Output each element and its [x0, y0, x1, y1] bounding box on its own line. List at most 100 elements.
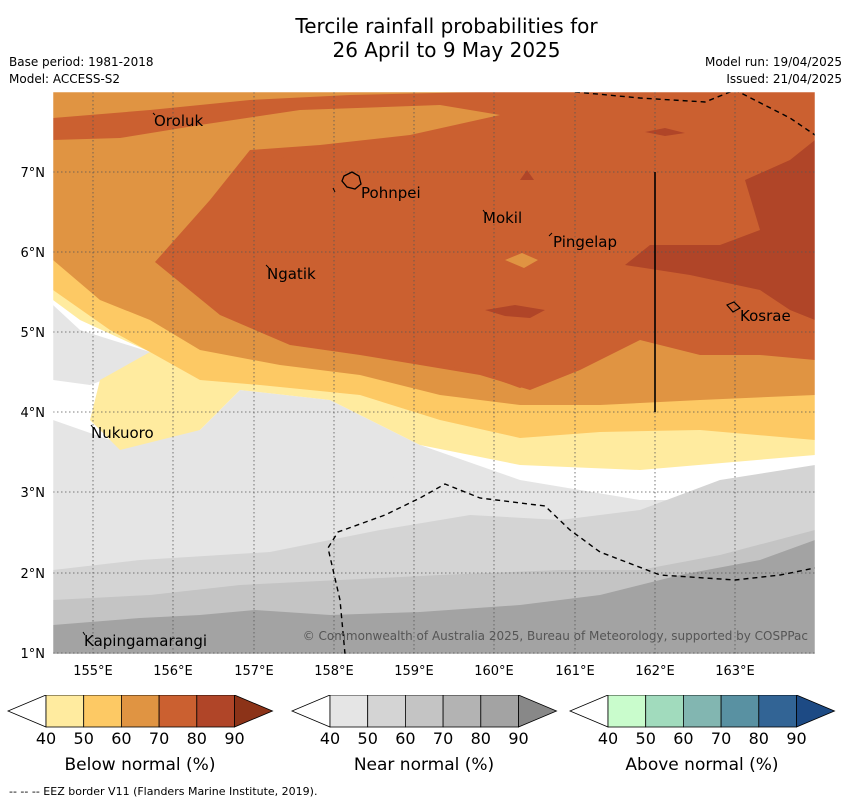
probability-field: Oroluk Pohnpei Mokil Pingelap Ngatik Kos…	[53, 92, 815, 654]
lon-label-155: 155°E	[73, 664, 113, 679]
above-swatch-50	[645, 695, 684, 728]
below-tick-40: 40	[36, 729, 56, 748]
label-oroluk: Oroluk	[154, 112, 203, 130]
below-80-patch-3	[520, 170, 534, 180]
below-tick-60: 60	[111, 729, 131, 748]
title-line-1: Tercile rainfall probabilities for	[295, 14, 598, 38]
below-swatch-80	[196, 695, 235, 728]
above-tick-40: 40	[598, 729, 618, 748]
below-swatch-40	[45, 695, 85, 728]
map-title: Tercile rainfall probabilities for 26 Ap…	[0, 14, 850, 62]
eez-borders	[327, 92, 815, 654]
label-pohnpei: Pohnpei	[361, 184, 421, 202]
above-tick-80: 80	[749, 729, 769, 748]
map-canvas: Oroluk Pohnpei Mokil Pingelap Ngatik Kos…	[21, 91, 816, 679]
below-80-patch-2	[645, 128, 685, 136]
label-pingelap: Pingelap	[553, 233, 617, 251]
below-80-patch	[485, 305, 545, 318]
near-tick-50: 50	[358, 729, 378, 748]
near-40-west	[53, 305, 150, 385]
near-arrow-low	[290, 695, 331, 728]
above-arrow-high	[796, 695, 836, 728]
label-mokil: Mokil	[483, 209, 522, 227]
above-arrow-low	[568, 695, 609, 728]
below-arrow-high	[234, 695, 274, 728]
below-80-east	[625, 140, 815, 320]
lon-label-158: 158°E	[314, 664, 354, 679]
map-frame	[52, 91, 816, 655]
base-period: Base period: 1981-2018	[9, 55, 154, 69]
above-tick-50: 50	[636, 729, 656, 748]
above-tick-90: 90	[786, 729, 806, 748]
above-swatch-60	[683, 695, 722, 728]
lon-label-157: 157°E	[234, 664, 274, 679]
meta-left: Base period: 1981-2018 Model: ACCESS-S2	[9, 54, 154, 88]
lon-label-161: 161°E	[555, 664, 595, 679]
lon-label-159: 159°E	[394, 664, 434, 679]
below-arrow-low	[6, 695, 47, 728]
near-tick-80: 80	[471, 729, 491, 748]
near-tick-70: 70	[433, 729, 453, 748]
pohnpei-island	[341, 171, 362, 190]
below-tick-70: 70	[149, 729, 169, 748]
lat-label-4: 4°N	[21, 406, 46, 421]
above-normal-colorbar: 40 50 60 70 80 90	[568, 695, 836, 748]
lat-label-3: 3°N	[21, 486, 46, 501]
below-tick-90: 90	[224, 729, 244, 748]
lat-label-5: 5°N	[21, 326, 46, 341]
below-tick-50: 50	[74, 729, 94, 748]
meta-right: Model run: 19/04/2025 Issued: 21/04/2025	[705, 54, 842, 88]
kapingamarangi-mark	[82, 631, 86, 636]
below-70-core	[160, 115, 815, 388]
near-normal-title: Near normal (%)	[353, 755, 495, 775]
lat-label-2: 2°N	[21, 567, 46, 582]
near-tick-90: 90	[508, 729, 528, 748]
lat-label-7: 7°N	[21, 166, 46, 181]
above-normal-title: Above normal (%)	[625, 755, 779, 775]
mokil-mark	[482, 209, 487, 215]
below-normal-title: Below normal (%)	[64, 755, 216, 775]
above-swatch-70	[720, 695, 760, 728]
near-arrow-high	[518, 695, 558, 728]
above-tick-60: 60	[673, 729, 693, 748]
lat-label-6: 6°N	[21, 246, 46, 261]
issued-date: Issued: 21/04/2025	[726, 72, 842, 86]
near-tick-40: 40	[320, 729, 340, 748]
lat-label-1: 1°N	[21, 647, 46, 662]
lon-label-156: 156°E	[153, 664, 193, 679]
below-tick-80: 80	[187, 729, 207, 748]
pingelap-mark	[548, 232, 553, 237]
above-swatch-80	[758, 695, 797, 728]
copyright-notice: © Commonwealth of Australia 2025, Bureau…	[303, 629, 808, 643]
ngatik-mark	[265, 264, 270, 269]
nukuoro-mark	[90, 424, 95, 430]
near-tick-60: 60	[395, 729, 415, 748]
lon-label-160: 160°E	[474, 664, 514, 679]
near-70-region	[53, 540, 815, 654]
eez-footnote: -- -- -- EEZ border V11 (Flanders Marine…	[9, 785, 318, 798]
oroluk-mark	[152, 112, 156, 116]
above-swatch-40	[607, 695, 647, 728]
lon-label-163: 163°E	[715, 664, 755, 679]
near-swatch-70	[442, 695, 482, 728]
label-nukuoro: Nukuoro	[91, 424, 154, 442]
model-run: Model run: 19/04/2025	[704, 55, 842, 69]
below-swatch-60	[121, 695, 160, 728]
title-line-2: 26 April to 9 May 2025	[332, 38, 561, 62]
label-ngatik: Ngatik	[267, 265, 316, 283]
near-swatch-50	[367, 695, 406, 728]
ant-atoll-mark	[332, 187, 336, 193]
model-name: Model: ACCESS-S2	[9, 72, 121, 86]
above-tick-70: 70	[711, 729, 731, 748]
near-normal-colorbar: 40 50 60 70 80 90	[290, 695, 558, 748]
label-kapingamarangi: Kapingamarangi	[84, 632, 207, 650]
label-kosrae: Kosrae	[740, 307, 791, 325]
below-normal-colorbar: 40 50 60 70 80 90	[6, 695, 274, 748]
below-swatch-50	[83, 695, 122, 728]
near-swatch-60	[405, 695, 444, 728]
near-swatch-40	[329, 695, 369, 728]
below-60-patch	[505, 253, 538, 268]
lon-label-162: 162°E	[635, 664, 675, 679]
below-swatch-70	[158, 695, 198, 728]
near-swatch-80	[480, 695, 519, 728]
